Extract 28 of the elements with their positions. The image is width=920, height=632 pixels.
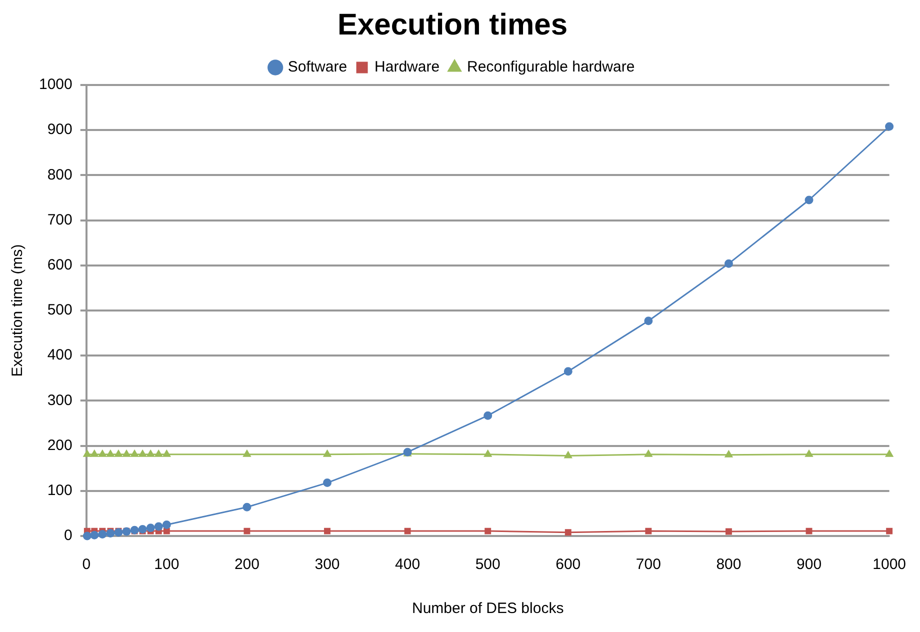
x-tick-label: 300 [314, 556, 340, 574]
x-tick-label: 1000 [872, 556, 906, 574]
chart-title: Execution times [337, 8, 568, 42]
x-tick-label: 800 [716, 556, 742, 574]
x-tick-label: 700 [636, 556, 661, 574]
y-tick-label: 700 [47, 211, 72, 228]
x-tick-label: 900 [796, 556, 822, 574]
x-tick-label: 0 [82, 556, 91, 574]
legend-label: Reconfigurable hardware [467, 58, 635, 76]
x-tick-label: 400 [395, 556, 420, 574]
y-tick-label: 200 [47, 436, 72, 454]
y-tick-label: 500 [47, 302, 72, 319]
y-tick-label: 900 [47, 121, 72, 138]
x-tick-label: 200 [234, 556, 260, 574]
y-tick-label: 0 [64, 527, 72, 544]
x-tick-label: 100 [154, 556, 180, 574]
legend-label: Hardware [374, 58, 440, 76]
y-tick-label: 100 [47, 482, 72, 500]
legend-label: Software [288, 58, 348, 76]
y-tick-label: 300 [47, 392, 72, 409]
y-axis-title: Execution time (ms) [9, 244, 26, 377]
y-tick-label: 1000 [38, 76, 72, 94]
y-tick-label: 800 [47, 166, 72, 184]
x-axis-title: Number of DES blocks [412, 600, 564, 618]
y-tick-label: 600 [47, 256, 72, 274]
y-tick-label: 400 [47, 346, 72, 364]
x-tick-label: 500 [475, 556, 500, 574]
x-tick-label: 600 [556, 556, 581, 574]
